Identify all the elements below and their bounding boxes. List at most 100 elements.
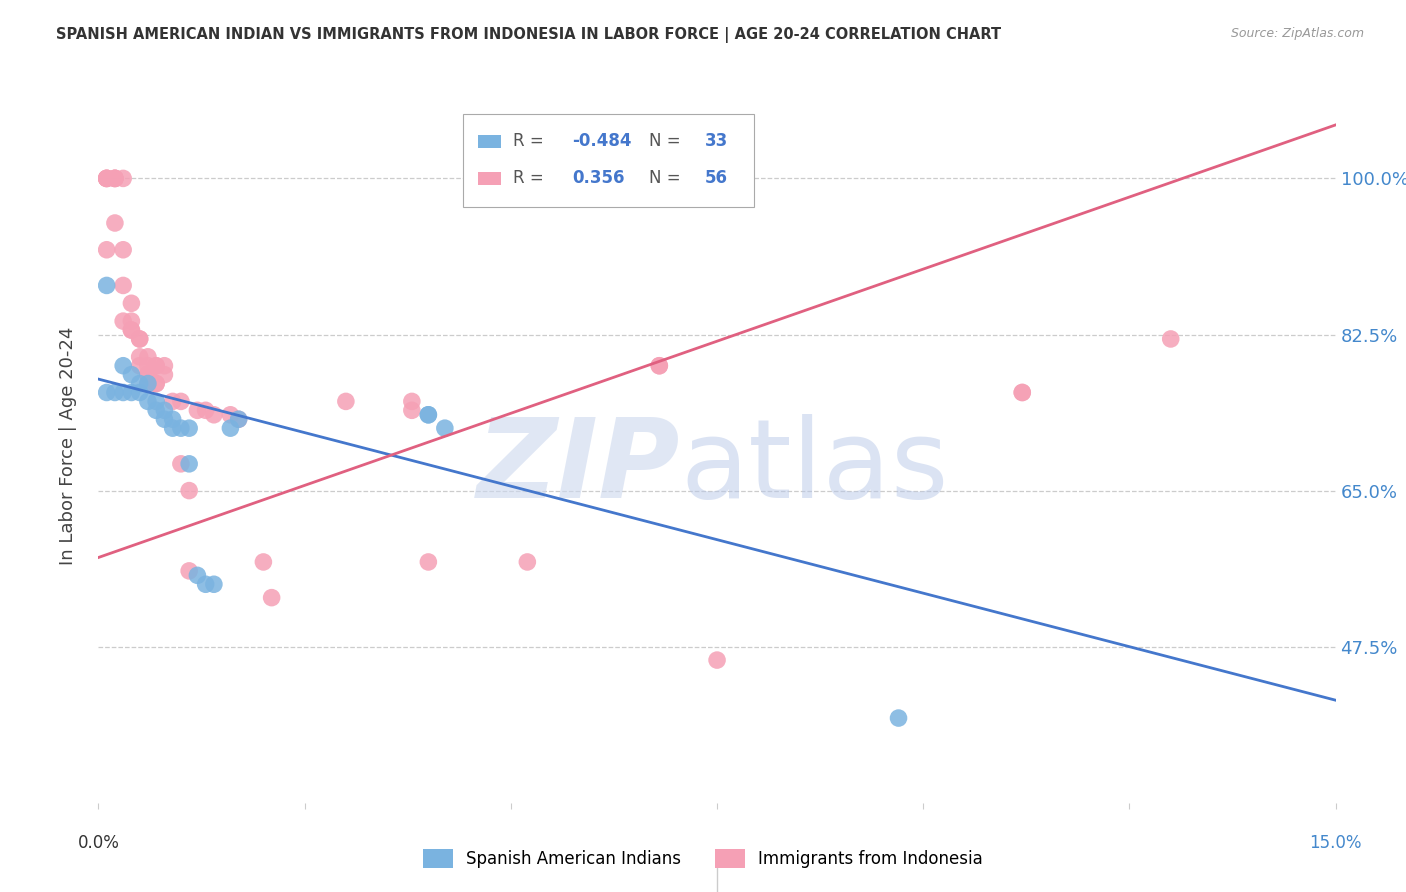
Point bbox=[104, 385, 127, 400]
Point bbox=[179, 421, 201, 435]
Text: N =: N = bbox=[650, 169, 686, 187]
Point bbox=[112, 359, 135, 373]
Point bbox=[136, 368, 159, 382]
Point bbox=[179, 457, 201, 471]
Point bbox=[128, 350, 150, 364]
Text: 15.0%: 15.0% bbox=[1309, 834, 1362, 852]
Point bbox=[96, 385, 118, 400]
Point bbox=[433, 421, 456, 435]
Point bbox=[153, 412, 176, 426]
Point bbox=[120, 323, 142, 337]
Point bbox=[112, 243, 135, 257]
Point bbox=[194, 577, 217, 591]
Point bbox=[145, 376, 167, 391]
Point bbox=[228, 412, 250, 426]
Point bbox=[128, 332, 150, 346]
Legend: Spanish American Indians, Immigrants from Indonesia: Spanish American Indians, Immigrants fro… bbox=[416, 842, 990, 875]
Point bbox=[401, 403, 423, 417]
Point bbox=[136, 359, 159, 373]
Point bbox=[1011, 385, 1033, 400]
Point bbox=[252, 555, 274, 569]
Point bbox=[104, 171, 127, 186]
Point bbox=[120, 368, 142, 382]
Point bbox=[186, 568, 208, 582]
Point bbox=[128, 385, 150, 400]
Point bbox=[179, 483, 201, 498]
Point bbox=[136, 394, 159, 409]
Text: SPANISH AMERICAN INDIAN VS IMMIGRANTS FROM INDONESIA IN LABOR FORCE | AGE 20-24 : SPANISH AMERICAN INDIAN VS IMMIGRANTS FR… bbox=[56, 27, 1001, 43]
Point bbox=[120, 323, 142, 337]
Text: Source: ZipAtlas.com: Source: ZipAtlas.com bbox=[1230, 27, 1364, 40]
FancyBboxPatch shape bbox=[478, 172, 501, 185]
Point bbox=[648, 359, 671, 373]
Point bbox=[418, 555, 440, 569]
Point bbox=[170, 394, 193, 409]
Point bbox=[170, 421, 193, 435]
Point bbox=[96, 171, 118, 186]
Point bbox=[120, 385, 142, 400]
Point bbox=[887, 711, 910, 725]
Point bbox=[170, 457, 193, 471]
Point bbox=[153, 403, 176, 417]
Point bbox=[136, 350, 159, 364]
Y-axis label: In Labor Force | Age 20-24: In Labor Force | Age 20-24 bbox=[59, 326, 77, 566]
Point bbox=[136, 368, 159, 382]
Point bbox=[145, 394, 167, 409]
Point bbox=[202, 408, 225, 422]
Point bbox=[128, 359, 150, 373]
Point bbox=[194, 403, 217, 417]
Point bbox=[104, 216, 127, 230]
Point bbox=[96, 171, 118, 186]
Point bbox=[96, 171, 118, 186]
Point bbox=[418, 408, 440, 422]
Point bbox=[136, 376, 159, 391]
Text: atlas: atlas bbox=[681, 414, 949, 521]
Point bbox=[112, 385, 135, 400]
Point bbox=[145, 359, 167, 373]
Point bbox=[120, 296, 142, 310]
Point bbox=[128, 376, 150, 391]
Point bbox=[96, 171, 118, 186]
Point bbox=[219, 408, 242, 422]
FancyBboxPatch shape bbox=[464, 114, 754, 207]
Point bbox=[145, 403, 167, 417]
Point bbox=[260, 591, 283, 605]
Point bbox=[153, 368, 176, 382]
Point bbox=[136, 376, 159, 391]
Point bbox=[96, 278, 118, 293]
Text: 56: 56 bbox=[704, 169, 728, 187]
Point bbox=[1160, 332, 1182, 346]
Text: R =: R = bbox=[513, 132, 548, 150]
Point bbox=[145, 359, 167, 373]
Point bbox=[128, 332, 150, 346]
Point bbox=[162, 421, 184, 435]
Point bbox=[104, 171, 127, 186]
FancyBboxPatch shape bbox=[478, 135, 501, 148]
Point bbox=[706, 653, 728, 667]
Point bbox=[219, 421, 242, 435]
Text: 33: 33 bbox=[704, 132, 728, 150]
Point bbox=[104, 171, 127, 186]
Point bbox=[153, 359, 176, 373]
Point bbox=[186, 403, 208, 417]
Point bbox=[648, 359, 671, 373]
Text: 0.0%: 0.0% bbox=[77, 834, 120, 852]
Point bbox=[120, 314, 142, 328]
Text: R =: R = bbox=[513, 169, 554, 187]
Point bbox=[162, 394, 184, 409]
Point bbox=[516, 555, 538, 569]
Point bbox=[104, 171, 127, 186]
Point bbox=[335, 394, 357, 409]
Point bbox=[202, 577, 225, 591]
Point bbox=[179, 564, 201, 578]
Point bbox=[112, 278, 135, 293]
Text: -0.484: -0.484 bbox=[572, 132, 631, 150]
Point bbox=[145, 376, 167, 391]
Point bbox=[418, 408, 440, 422]
Point bbox=[96, 243, 118, 257]
Text: 0.356: 0.356 bbox=[572, 169, 624, 187]
Point bbox=[162, 412, 184, 426]
Point bbox=[401, 394, 423, 409]
Text: ZIP: ZIP bbox=[477, 414, 681, 521]
Point bbox=[112, 171, 135, 186]
